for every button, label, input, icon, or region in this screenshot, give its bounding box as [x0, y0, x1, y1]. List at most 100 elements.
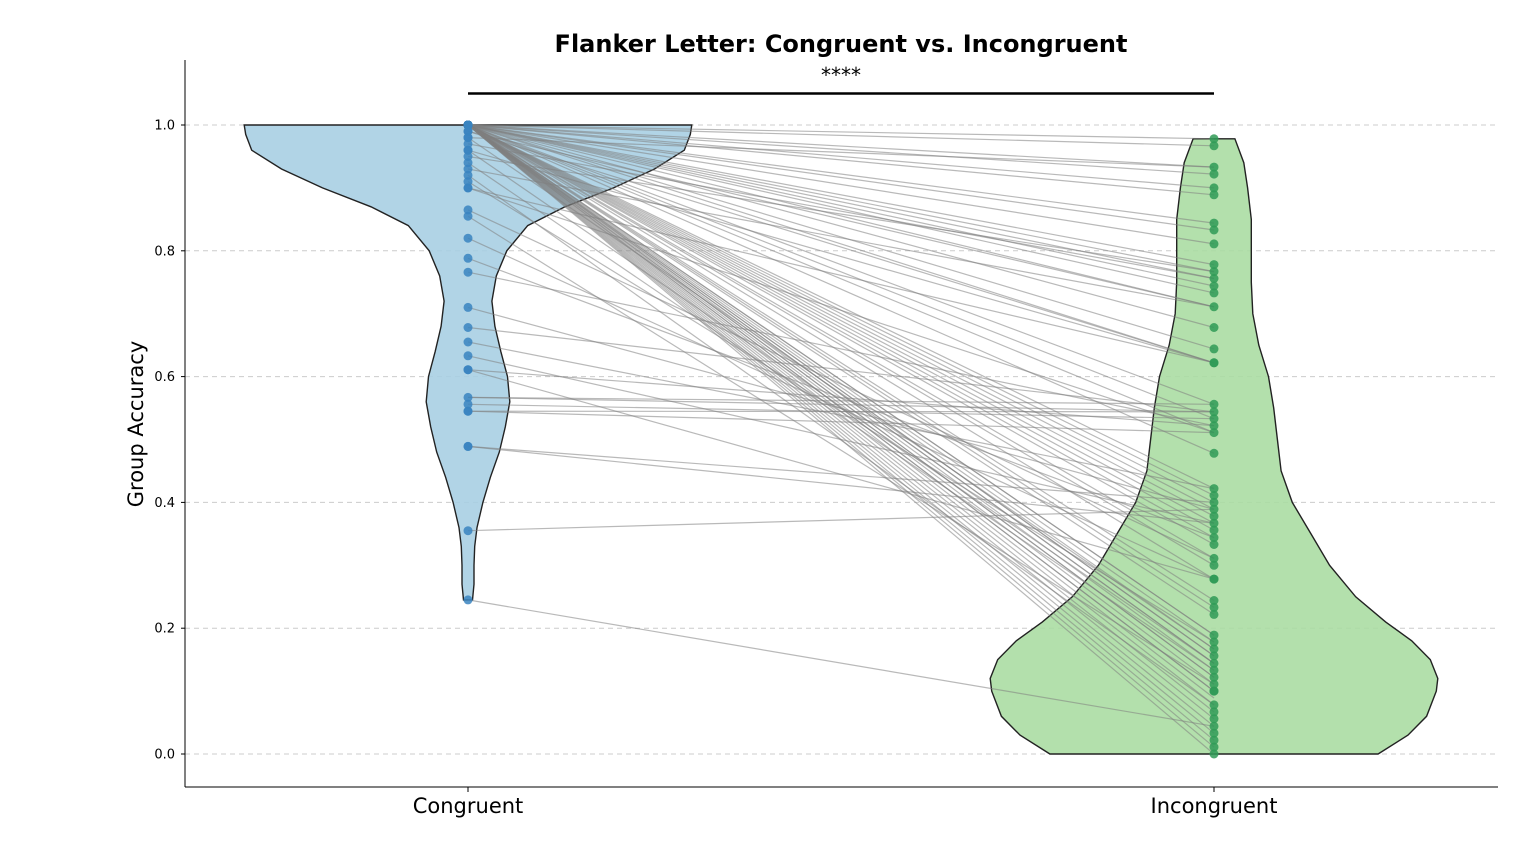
data-point — [1209, 749, 1219, 759]
paired-line — [467, 124, 1215, 175]
data-point — [1209, 574, 1219, 584]
data-point — [463, 211, 473, 221]
violin-congruent — [243, 124, 693, 601]
data-point — [1209, 658, 1219, 668]
data-point — [1209, 700, 1219, 710]
y-tick-label: 1.0 — [154, 119, 175, 134]
data-point — [463, 164, 473, 174]
paired-line — [467, 124, 1215, 454]
paired-line — [467, 124, 1215, 636]
data-point — [1209, 183, 1219, 193]
data-point — [1209, 260, 1219, 270]
data-points — [463, 120, 1219, 759]
data-point — [1209, 323, 1219, 332]
y-tick-label: 0.4 — [154, 496, 175, 511]
data-point — [1209, 421, 1219, 431]
paired-line — [467, 369, 1215, 427]
data-point — [1209, 281, 1219, 291]
paired-line — [467, 124, 1215, 559]
paired-line — [467, 124, 1215, 546]
data-point — [1209, 407, 1219, 417]
paired-line — [467, 187, 1215, 434]
paired-line — [467, 162, 1215, 671]
data-point — [1209, 651, 1219, 661]
data-point — [1209, 491, 1219, 500]
paired-line — [467, 124, 1215, 420]
y-axis-label: Group Accuracy — [124, 341, 148, 507]
paired-line — [467, 130, 1215, 364]
paired-line — [467, 137, 1215, 168]
paired-line — [467, 124, 1215, 224]
data-point — [1209, 504, 1219, 514]
data-point — [463, 139, 473, 149]
data-point — [1209, 525, 1219, 535]
data-point — [463, 253, 473, 263]
data-point — [1209, 609, 1219, 619]
paired-line — [467, 209, 1215, 559]
x-tick-label: Congruent — [413, 794, 524, 818]
chart-title: Flanker Letter: Congruent vs. Incongruen… — [555, 30, 1128, 58]
y-tick-label: 0.8 — [154, 244, 175, 259]
data-point — [463, 205, 473, 215]
paired-line — [467, 124, 1215, 308]
paired-line — [467, 124, 1215, 741]
data-point — [1209, 358, 1219, 368]
data-point — [463, 351, 473, 361]
paired-line — [467, 124, 1215, 405]
y-tick-labels: 0.0 0.2 0.4 0.6 0.8 1.0 — [154, 119, 185, 763]
data-point — [1209, 728, 1219, 738]
y-tick-label: 0.2 — [154, 622, 175, 637]
data-point — [1209, 399, 1219, 409]
data-point — [1209, 553, 1219, 563]
data-point — [463, 323, 473, 332]
paired-line — [467, 124, 1215, 510]
data-point — [1209, 288, 1219, 298]
data-point — [1209, 742, 1219, 752]
paired-line — [467, 149, 1215, 364]
paired-line — [467, 124, 1215, 602]
data-point — [463, 158, 473, 168]
paired-line — [467, 124, 1215, 140]
paired-line — [467, 187, 1215, 364]
data-point — [1209, 239, 1219, 249]
data-point — [463, 145, 473, 155]
paired-line — [467, 215, 1215, 685]
paired-line — [467, 445, 1215, 503]
data-point — [463, 526, 473, 536]
data-point — [1209, 637, 1219, 647]
data-point — [463, 152, 473, 161]
data-point — [463, 233, 473, 243]
paired-line — [467, 124, 1215, 329]
paired-line — [467, 410, 1215, 434]
data-point — [463, 302, 473, 312]
paired-line — [467, 124, 1215, 566]
paired-line — [467, 124, 1215, 517]
paired-line — [467, 130, 1215, 308]
data-point — [1209, 428, 1219, 438]
data-point — [1209, 344, 1219, 354]
data-point — [1209, 497, 1219, 507]
data-point — [1209, 267, 1219, 277]
x-tick-labels: Congruent Incongruent — [413, 787, 1277, 818]
data-point — [1209, 630, 1219, 640]
data-point — [1209, 218, 1219, 228]
paired-line — [467, 124, 1215, 189]
significance-label: **** — [821, 63, 861, 87]
data-point — [1209, 714, 1219, 724]
data-point — [1209, 448, 1219, 458]
data-point — [1209, 511, 1219, 521]
axes — [184, 60, 1498, 788]
data-point — [1209, 540, 1219, 549]
y-tick-label: 0.0 — [154, 748, 175, 763]
data-point — [463, 183, 473, 193]
paired-line — [467, 124, 1215, 294]
paired-line — [467, 124, 1215, 350]
data-point — [1209, 707, 1219, 717]
paired-line — [467, 306, 1215, 510]
paired-line — [467, 124, 1215, 490]
paired-line — [467, 124, 1215, 266]
paired-line — [467, 508, 1215, 532]
paired-line — [467, 124, 1215, 503]
paired-line — [467, 396, 1215, 405]
